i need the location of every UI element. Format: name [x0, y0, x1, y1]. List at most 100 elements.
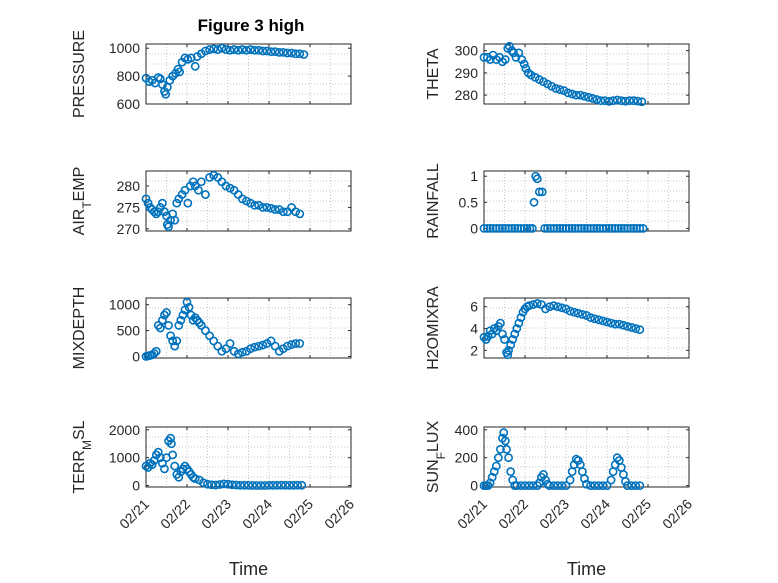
data-point: [287, 340, 296, 349]
data-point: [507, 223, 517, 233]
subplot-sun-flux: 0 200 400 02/21 02/22 02/23 02/24 02/25 02/26 Tim…: [425, 421, 695, 579]
data-point: [180, 185, 190, 195]
data-point: [563, 88, 573, 98]
data-point: [196, 177, 206, 187]
data-point: [153, 447, 163, 457]
data-point: [606, 475, 616, 485]
y-tick-label: 300: [455, 43, 479, 59]
x-tick-label: 02/25: [618, 496, 654, 532]
grid-lines: [484, 427, 689, 487]
data-point: [516, 223, 526, 233]
data-point: [539, 470, 548, 479]
data-point: [283, 48, 292, 58]
x-axis-label: Time: [567, 559, 606, 579]
data-point: [608, 96, 618, 106]
data-point: [254, 45, 264, 55]
data-point: [227, 480, 237, 490]
data-point: [529, 197, 539, 207]
data-point: [517, 55, 527, 64]
data-point: [614, 223, 623, 233]
y-tick-label: 6: [470, 299, 478, 315]
data-point: [258, 46, 268, 56]
data-point: [604, 223, 614, 233]
data-point: [270, 205, 280, 214]
data-point: [141, 194, 151, 204]
data-point: [153, 207, 163, 217]
data-point: [580, 91, 589, 101]
data-point: [557, 303, 567, 313]
data-point: [143, 198, 153, 208]
x-tick-label: 02/26: [321, 496, 357, 532]
data-point: [174, 321, 184, 330]
data-point: [168, 336, 178, 346]
data-point: [190, 474, 200, 484]
data-point: [268, 480, 278, 490]
x-tick-label: 02/21: [116, 496, 152, 532]
data-point: [557, 481, 567, 491]
data-point: [248, 481, 257, 490]
data-point: [608, 467, 618, 477]
data-point: [625, 96, 634, 106]
data-point: [512, 481, 522, 491]
data-point: [561, 223, 571, 233]
data-point: [147, 460, 157, 470]
x-tick-label: 02/24: [239, 496, 275, 532]
data-point: [231, 480, 241, 490]
data-point: [225, 45, 235, 55]
data-point: [627, 481, 636, 491]
data-point: [623, 223, 632, 233]
x-tick-label: 02/22: [495, 496, 531, 532]
data-point: [167, 439, 176, 449]
x-tick-label: 02/25: [280, 496, 316, 532]
data-point: [491, 223, 501, 233]
data-point: [519, 223, 529, 233]
data-point: [541, 475, 550, 485]
data-point: [528, 300, 538, 309]
data-point: [598, 481, 608, 491]
y-tick-label: 1000: [109, 297, 140, 313]
y-tick-label: 290: [455, 65, 479, 81]
data-point: [598, 223, 608, 233]
data-point: [485, 223, 495, 233]
series-terr-msl: [141, 433, 307, 490]
y-tick-label: 200: [455, 450, 479, 466]
data-point: [555, 85, 565, 94]
data-point: [174, 472, 184, 482]
data-point: [540, 223, 550, 233]
data-point: [610, 319, 620, 329]
data-point: [201, 46, 210, 56]
data-point: [182, 297, 192, 307]
data-point: [514, 318, 524, 328]
data-point: [602, 317, 612, 327]
data-point: [149, 348, 159, 358]
data-point: [565, 475, 575, 485]
data-point: [166, 331, 175, 341]
data-point: [266, 203, 276, 213]
data-point: [537, 187, 547, 197]
data-point: [621, 477, 630, 486]
data-point: [580, 474, 589, 484]
data-point: [190, 61, 200, 71]
data-point: [592, 95, 602, 104]
data-point: [287, 48, 296, 58]
data-point: [495, 444, 505, 454]
data-point: [612, 95, 622, 105]
data-point: [601, 223, 611, 233]
axes-box: [483, 43, 690, 105]
data-point: [580, 223, 589, 233]
subplot-terr-msl: 0 1000 2000 02/21 02/22 02/23 02/24 02/25 02/26 T…: [71, 420, 357, 579]
data-point: [549, 301, 559, 311]
data-point: [219, 479, 229, 489]
data-point: [495, 318, 505, 328]
data-point: [588, 94, 598, 103]
data-point: [590, 314, 600, 324]
data-point: [170, 461, 180, 471]
data-point: [217, 43, 227, 53]
subplot-mixdepth: 0 500 1000 MIXDEPTH: [71, 287, 352, 370]
data-point: [162, 308, 171, 317]
data-point: [209, 44, 219, 54]
y-axis-label: MIXDEPTH: [71, 287, 88, 370]
data-point: [527, 223, 537, 233]
